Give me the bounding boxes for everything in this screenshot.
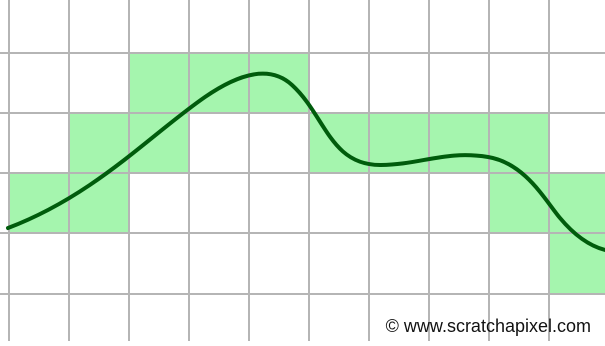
filled-cell xyxy=(128,52,190,114)
filled-cell xyxy=(488,112,550,174)
filled-cell xyxy=(488,172,550,234)
filled-cell xyxy=(548,232,605,295)
filled-cell xyxy=(128,112,190,174)
filled-cell xyxy=(428,112,490,174)
filled-cell xyxy=(248,52,310,114)
filled-cell xyxy=(548,172,605,234)
smooth-curve xyxy=(6,71,605,252)
copyright-watermark: © www.scratchapixel.com xyxy=(385,316,591,336)
filled-cell xyxy=(68,172,130,234)
filled-cells xyxy=(8,52,605,295)
